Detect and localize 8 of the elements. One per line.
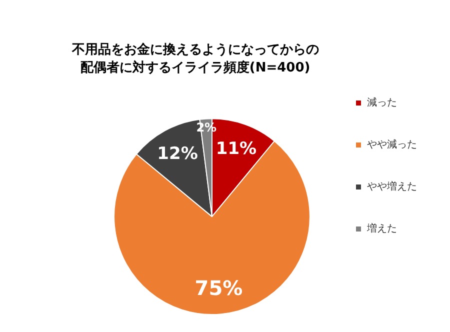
legend-label: 減った <box>367 96 397 108</box>
data-label: 12% <box>157 144 198 164</box>
data-label: 75% <box>194 276 243 300</box>
legend-label: 増えた <box>366 222 397 234</box>
chart-title: 不用品をお金に換えるようになってからの配偶者に対するイライラ頻度(N=400) <box>70 42 319 76</box>
legend-label: やや減った <box>367 138 417 150</box>
legend-label: やや増えた <box>367 180 417 192</box>
data-label: 11% <box>216 139 257 160</box>
